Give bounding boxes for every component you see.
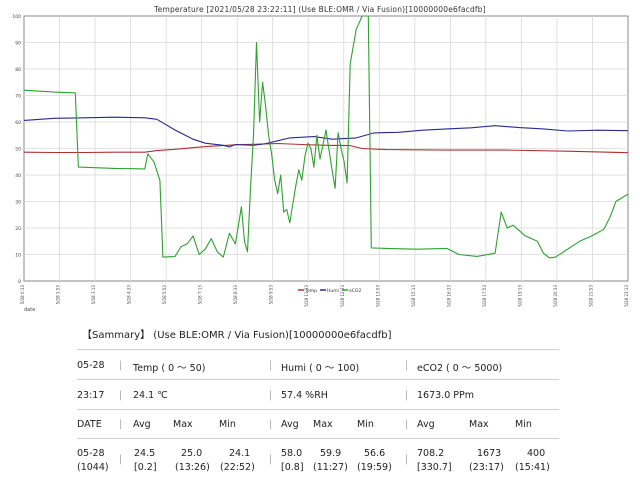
- y-tick-label: 60: [15, 120, 21, 126]
- x-tick-label: 5/28 4:33: [127, 285, 132, 305]
- date-header: DATE: [77, 419, 102, 430]
- y-tick-label: 10: [15, 253, 21, 259]
- x-tick-label: 5/28 16:33: [446, 285, 451, 307]
- divider: [77, 379, 559, 380]
- separator: |: [119, 360, 123, 371]
- x-tick-label: 5/28 11:13: [304, 285, 309, 307]
- stats-date: 05-28: [77, 448, 105, 459]
- separator: |: [405, 419, 409, 430]
- series-line-humi: [23, 116, 629, 148]
- time-value: 23:17: [77, 390, 105, 401]
- x-tick-label: 5/28 1:53: [56, 285, 61, 305]
- summary-row-stats: 05-28 (1044) | 24.5 [0.2] 25.0 (13:26) 2…: [77, 448, 637, 480]
- stats-count: (1044): [77, 462, 109, 473]
- separator: |: [405, 360, 409, 371]
- y-tick-label: 50: [15, 147, 21, 153]
- y-tick-label: 80: [15, 67, 21, 73]
- eco2-max-header: Max: [469, 419, 489, 430]
- divider: [77, 349, 559, 350]
- humi-min-time: (19:59): [357, 462, 392, 473]
- humi-min: 56.6: [364, 448, 386, 459]
- series-line-eco2: [23, 15, 629, 259]
- separator: |: [269, 454, 273, 465]
- temp-range-label: Temp ( 0 〜 50): [133, 363, 206, 374]
- x-tick-label: 5/28 7:13: [198, 285, 203, 305]
- summary-title: 【Sammary】 (Use BLE:OMR / Via Fusion)[100…: [82, 330, 392, 341]
- y-tick-label: 40: [15, 173, 21, 179]
- chart-panel: 0 10 20 30 40 50 60 70 80 90 100 5/28 0:33 5/28 1:53…: [12, 5, 629, 313]
- x-tick-label: 5/28 5:53: [162, 285, 167, 305]
- temp-min: 24.1: [229, 448, 251, 459]
- line-chart: 0 10 20 30 40 50 60 70 80 90 100 5/28 0:33 5/28 1:53…: [12, 14, 629, 313]
- x-tick-label: 5/28 23:13: [624, 285, 629, 307]
- eco2-avg: 708.2: [417, 448, 445, 459]
- y-tick-label: 90: [15, 41, 21, 47]
- date-value: 05-28: [77, 360, 105, 371]
- y-tick-label: 30: [15, 200, 21, 206]
- chart-title: Temperature [2021/05/28 23:22:11] (Use B…: [154, 5, 486, 14]
- separator: |: [405, 454, 409, 465]
- x-tick-label: 5/28 0:33: [20, 285, 25, 305]
- temp-min-time: (22:52): [220, 462, 255, 473]
- humi-max-time: (11:27): [313, 462, 348, 473]
- x-tick-label: 5/28 9:53: [269, 285, 274, 305]
- eco2-avg-sd: [330.7]: [417, 462, 452, 473]
- x-tick-label: 5/28 12:33: [340, 285, 345, 307]
- current-eco2: 1673.0 PPm: [417, 390, 474, 401]
- humi-avg: 58.0: [281, 448, 303, 459]
- eco2-min-time: (15:41): [515, 462, 550, 473]
- temp-max-time: (13:26): [175, 462, 210, 473]
- y-tick-label: 0: [18, 279, 21, 285]
- divider: [77, 409, 559, 410]
- separator: |: [119, 390, 123, 401]
- x-tick-label: 5/28 13:53: [375, 285, 380, 307]
- eco2-min: 400: [527, 448, 546, 459]
- temp-max-header: Max: [173, 419, 193, 430]
- current-humi: 57.4 %RH: [281, 390, 328, 401]
- temp-min-header: Min: [219, 419, 236, 430]
- humi-avg-header: Avg: [281, 419, 299, 430]
- y-tick-label: 20: [15, 226, 21, 232]
- x-tick-label: 5/28 21:53: [588, 285, 593, 307]
- x-tick-label: 5/28 19:13: [517, 285, 522, 307]
- humi-range-label: Humi ( 0 〜 100): [281, 363, 360, 374]
- temp-avg: 24.5: [134, 448, 156, 459]
- humi-min-header: Min: [357, 419, 374, 430]
- humi-max-header: Max: [313, 419, 333, 430]
- separator: |: [269, 360, 273, 371]
- humi-max: 59.9: [320, 448, 342, 459]
- x-tick-label: 5/28 8:33: [233, 285, 238, 305]
- current-temp: 24.1 ℃: [133, 390, 168, 401]
- y-tick-label: 70: [15, 94, 21, 100]
- divider: [77, 438, 559, 439]
- separator: |: [269, 390, 273, 401]
- legend-label: eCO2: [349, 288, 361, 294]
- x-tick-label: 5/28 20:33: [553, 285, 558, 307]
- x-axis-label: date: [24, 307, 35, 313]
- eco2-max-time: (23:17): [469, 462, 504, 473]
- x-tick-label: 5/28 3:13: [91, 285, 96, 305]
- separator: |: [269, 419, 273, 430]
- legend-label: Temp: [304, 288, 317, 294]
- y-tick-label: 100: [12, 14, 21, 20]
- separator: |: [405, 390, 409, 401]
- temp-avg-header: Avg: [133, 419, 151, 430]
- separator: |: [119, 419, 123, 430]
- legend-label: Humi: [327, 288, 339, 294]
- eco2-range-label: eCO2 ( 0 〜 5000): [417, 363, 503, 374]
- separator: |: [119, 454, 123, 465]
- temp-max: 25.0: [181, 448, 203, 459]
- eco2-avg-header: Avg: [417, 419, 435, 430]
- eco2-min-header: Min: [515, 419, 532, 430]
- x-tick-label: 5/28 17:53: [482, 285, 487, 307]
- humi-avg-sd: [0.8]: [281, 462, 304, 473]
- eco2-max: 1673: [477, 448, 502, 459]
- temp-avg-sd: [0.2]: [134, 462, 157, 473]
- x-tick-label: 5/28 15:13: [411, 285, 416, 307]
